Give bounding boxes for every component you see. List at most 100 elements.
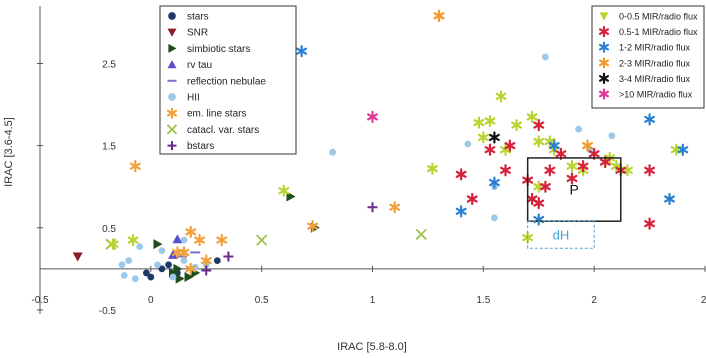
point-bstars bbox=[223, 251, 234, 262]
point-em-line-stars bbox=[171, 246, 183, 259]
axes: -0.5 0 0.5 1 1.5 2 2. -0.5 0.5 1.5 2.5 bbox=[31, 6, 706, 317]
point-0-0-5-mir-radio-flux bbox=[500, 143, 511, 156]
legend-left: stars SNR simbiotic stars rv tau reflection … bbox=[159, 5, 297, 155]
legend-right-entry-label: 0.5-1 MIR/radio flux bbox=[619, 27, 698, 37]
point-0-0-5-mir-radio-flux bbox=[533, 135, 545, 148]
point-em-line-stars bbox=[307, 220, 319, 233]
point-3-4-mir-radio-flux bbox=[488, 131, 500, 144]
point-em-line-stars bbox=[194, 233, 206, 247]
legend-left-entry-label: catacl. var. stars bbox=[187, 125, 259, 136]
point-0-5-1-mir-radio-flux bbox=[500, 164, 511, 177]
point-1-2-mir-radio-flux bbox=[548, 139, 560, 152]
point-1-2-mir-radio-flux bbox=[455, 205, 467, 218]
point-0-5-1-mir-radio-flux bbox=[577, 160, 589, 173]
point-em-line-stars bbox=[185, 262, 197, 275]
point-0-5-1-mir-radio-flux bbox=[455, 168, 467, 181]
point-0-5-1-mir-radio-flux bbox=[533, 197, 545, 210]
point-10-mir-radio-flux bbox=[367, 110, 378, 123]
legend-right-entry-marker bbox=[598, 72, 610, 84]
point-hii bbox=[464, 140, 472, 148]
point-0-5-1-mir-radio-flux bbox=[566, 172, 578, 185]
point-0-0-5-mir-radio-flux bbox=[670, 143, 682, 156]
point-0-5-1-mir-radio-flux bbox=[644, 217, 656, 230]
point-simbiotic-stars bbox=[153, 239, 163, 250]
legend-left-entry-marker bbox=[168, 93, 176, 101]
point-1-2-mir-radio-flux bbox=[644, 113, 656, 126]
x-tick-label: 1.5 bbox=[476, 295, 490, 306]
point-1-2-mir-radio-flux bbox=[677, 143, 689, 156]
legend-right-entry-label: 0-0.5 MIR/radio flux bbox=[619, 12, 698, 22]
point-1-2-mir-radio-flux bbox=[533, 213, 545, 226]
point-hii bbox=[125, 257, 133, 265]
point-0-5-1-mir-radio-flux bbox=[484, 143, 496, 156]
point-simbiotic-stars bbox=[175, 273, 185, 284]
point-0-0-5-mir-radio-flux bbox=[107, 238, 119, 251]
point-0-0-5-mir-radio-flux bbox=[621, 164, 633, 177]
point-0-0-5-mir-radio-flux bbox=[495, 90, 507, 103]
point-0-5-1-mir-radio-flux bbox=[555, 147, 567, 160]
point-catacl-var-stars bbox=[256, 234, 268, 246]
point-0-0-5-mir-radio-flux bbox=[477, 131, 489, 144]
point-0-0-5-mir-radio-flux bbox=[533, 180, 545, 193]
legend-left-entry-label: em. line stars bbox=[187, 109, 246, 120]
legend-left-entry-label: SNR bbox=[187, 28, 208, 39]
point-hii bbox=[542, 53, 549, 61]
point-hii bbox=[575, 125, 583, 133]
point-hii bbox=[180, 236, 188, 244]
x-axis-label: IRAC [5.8-8.0] bbox=[337, 341, 407, 353]
point-hii bbox=[169, 273, 177, 281]
x-tick-label: 1 bbox=[370, 295, 376, 306]
y-tick-label: 0.5 bbox=[102, 224, 116, 235]
point-em-line-stars bbox=[129, 160, 141, 173]
annotation-boxes: PdH bbox=[526, 157, 622, 249]
point-0-5-1-mir-radio-flux bbox=[533, 118, 545, 132]
x-tick-label: -0.5 bbox=[31, 295, 49, 306]
point-snr bbox=[72, 252, 83, 262]
point-em-line-stars bbox=[389, 201, 401, 214]
point-em-line-stars bbox=[216, 233, 228, 247]
annotation-label-dh: dH bbox=[553, 228, 570, 243]
point-stars bbox=[165, 261, 172, 269]
legend-left-entry-label: simbiotic stars bbox=[187, 44, 250, 55]
legend-right-entry-label: 3-4 MIR/radio flux bbox=[619, 74, 691, 84]
point-simbiotic-stars bbox=[184, 272, 194, 283]
legend-left-entry-marker bbox=[166, 124, 178, 135]
point-0-0-5-mir-radio-flux bbox=[511, 118, 523, 132]
point-catacl-var-stars bbox=[415, 228, 427, 240]
point-hii bbox=[131, 275, 139, 283]
legend-right-entry-label: 1-2 MIR/radio flux bbox=[619, 43, 691, 53]
y-tick-label: -0.5 bbox=[99, 306, 117, 317]
point-0-0-5-mir-radio-flux bbox=[426, 162, 438, 175]
point-em-line-stars bbox=[200, 254, 212, 267]
point-hii bbox=[154, 261, 161, 269]
point-bstars bbox=[201, 265, 212, 276]
legend-left-entry-marker bbox=[168, 43, 177, 53]
legend-right-entry-marker bbox=[598, 41, 610, 53]
point-hii bbox=[180, 257, 188, 265]
legend-left-entry-marker bbox=[166, 107, 178, 119]
point-0-5-1-mir-radio-flux bbox=[466, 192, 478, 206]
legend-right-entry-marker bbox=[598, 88, 610, 100]
legend-right-entry-marker bbox=[598, 26, 610, 38]
legend-right-entry-marker bbox=[598, 57, 610, 69]
legend-right-entry-label: >10 MIR/radio flux bbox=[619, 90, 693, 100]
point-1-2-mir-radio-flux bbox=[664, 192, 675, 206]
legend-right: 0-0.5 MIR/radio flux 0.5-1 MIR/radio flux… bbox=[591, 5, 705, 109]
legend-left-entry-marker bbox=[167, 28, 177, 37]
point-hii bbox=[118, 261, 126, 269]
x-tick-label: 2. bbox=[701, 295, 706, 306]
point-hii bbox=[136, 243, 144, 251]
y-axis-label: IRAC [3.6-4.5] bbox=[3, 117, 15, 187]
point-0-0-5-mir-radio-flux bbox=[610, 160, 622, 173]
point-hii bbox=[329, 148, 336, 156]
legend-left-entry-marker bbox=[168, 12, 176, 20]
point-stars bbox=[158, 265, 166, 273]
annotation-label-p: P bbox=[570, 182, 579, 198]
y-tick-label: 1.5 bbox=[102, 142, 116, 153]
legend-left-entry-label: rv tau bbox=[187, 60, 212, 71]
legend-left-entry-label: reflection nebulae bbox=[187, 76, 266, 87]
legend-right-entry-marker bbox=[599, 12, 609, 21]
point-0-5-1-mir-radio-flux bbox=[599, 155, 611, 169]
point-0-0-5-mir-radio-flux bbox=[526, 110, 538, 123]
